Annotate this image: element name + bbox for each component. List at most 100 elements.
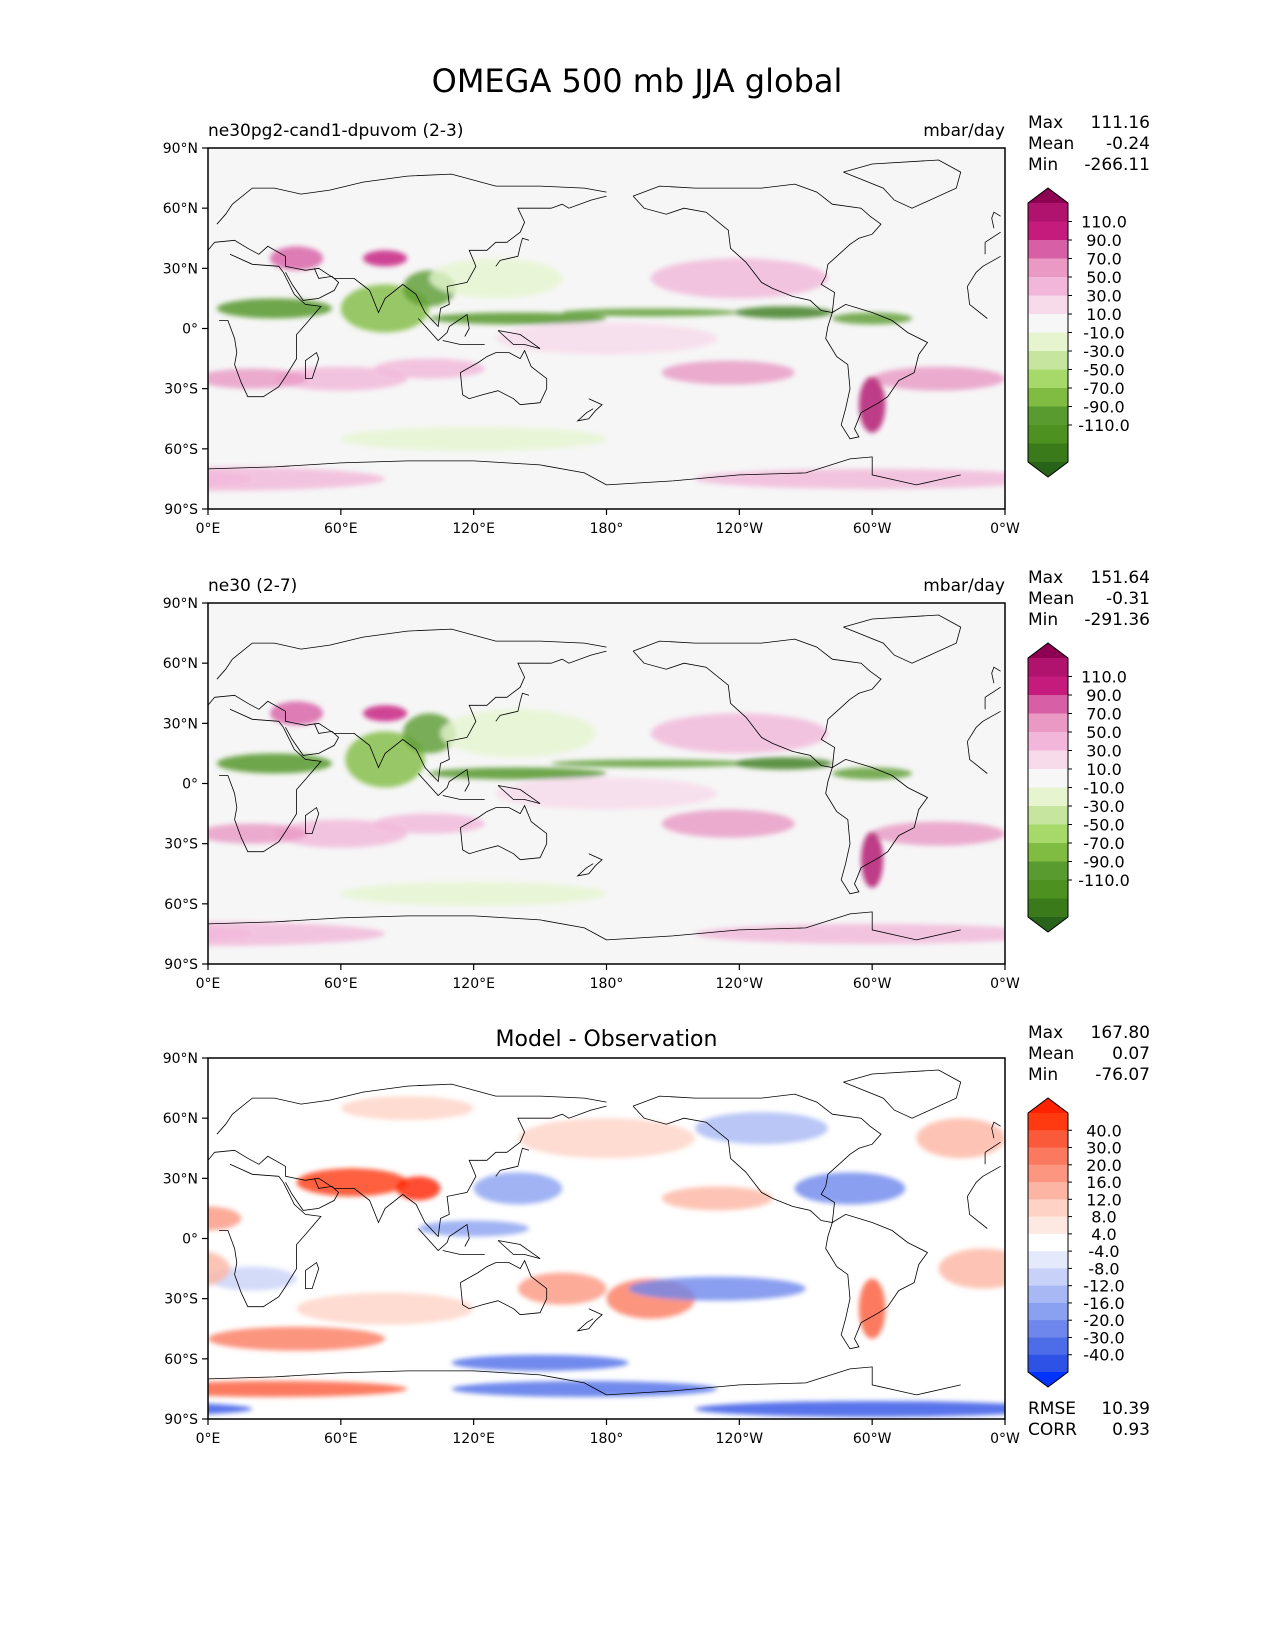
lon-tick-label: 120°E bbox=[452, 976, 495, 992]
panel-center-title: Model - Observation bbox=[496, 1027, 718, 1052]
colorbar-segment bbox=[1028, 769, 1068, 788]
contour-blob bbox=[495, 322, 718, 355]
lat-tick-label: 0° bbox=[182, 1232, 198, 1248]
colorbar-label: 90.0 bbox=[1086, 231, 1122, 250]
panel-units: mbar/day bbox=[923, 576, 1005, 596]
coastline bbox=[216, 173, 1001, 243]
colorbar-label: 16.0 bbox=[1086, 1173, 1122, 1192]
contour-blob bbox=[440, 709, 596, 758]
coastline bbox=[825, 303, 929, 440]
lon-tick-label: 0°E bbox=[196, 521, 221, 537]
colorbar-label: -70.0 bbox=[1083, 379, 1124, 398]
coastline bbox=[576, 1308, 603, 1332]
coastline bbox=[460, 349, 548, 406]
colorbar-label: -30.0 bbox=[1083, 1328, 1124, 1347]
contour-blob bbox=[296, 1168, 408, 1197]
footer-stat-value: 10.39 bbox=[1101, 1399, 1150, 1419]
colorbar-label: -90.0 bbox=[1083, 853, 1124, 872]
contour-blob bbox=[340, 426, 607, 451]
coastline bbox=[632, 1093, 882, 1223]
coastline bbox=[495, 237, 530, 267]
colorbar-extend-max bbox=[1028, 1098, 1068, 1113]
colorbar-label: -30.0 bbox=[1083, 342, 1124, 361]
lon-tick-label: 60°W bbox=[853, 1431, 892, 1447]
stat-label: Max bbox=[1028, 1023, 1063, 1043]
colorbar-label: 110.0 bbox=[1081, 213, 1127, 232]
colorbar: 110.090.070.050.030.010.0-10.0-30.0-50.0… bbox=[1027, 642, 1130, 933]
stat-label: Min bbox=[1028, 155, 1058, 175]
coastline bbox=[208, 650, 986, 783]
colorbar-label: 90.0 bbox=[1086, 686, 1122, 705]
contour-blob bbox=[872, 821, 1005, 846]
coastline bbox=[216, 628, 1001, 698]
panel-left-title: ne30pg2-cand1-dpuvom (2-3) bbox=[208, 121, 464, 141]
lon-tick-label: 120°W bbox=[716, 976, 764, 992]
colorbar-segment bbox=[1028, 314, 1068, 333]
stat-label: Max bbox=[1028, 568, 1063, 588]
colorbar-segment bbox=[1028, 1251, 1068, 1269]
contour-blob bbox=[216, 753, 332, 774]
lon-tick-label: 180° bbox=[590, 521, 624, 537]
colorbar-segment bbox=[1028, 658, 1068, 677]
lat-tick-label: 60°S bbox=[164, 442, 198, 458]
contour-blob bbox=[274, 366, 408, 391]
lat-tick-label: 60°S bbox=[164, 1352, 198, 1368]
contour-blob bbox=[495, 777, 718, 810]
contour-blob bbox=[451, 1354, 629, 1371]
lon-tick-label: 60°E bbox=[324, 1431, 358, 1447]
stat-label: Mean bbox=[1028, 134, 1074, 154]
colorbar-segment bbox=[1028, 1130, 1068, 1149]
coastline bbox=[991, 666, 1001, 684]
colorbar-segment bbox=[1028, 425, 1068, 444]
contour-blob bbox=[832, 767, 913, 780]
colorbar-segment bbox=[1028, 1302, 1068, 1321]
colorbar-label: 12.0 bbox=[1086, 1190, 1122, 1209]
contour-blob bbox=[861, 831, 884, 888]
colorbar-segment bbox=[1028, 1182, 1068, 1200]
contour-blob bbox=[832, 312, 913, 325]
coastline bbox=[460, 1259, 548, 1316]
panel-reference: 90°N 60°N 30°N 0° 30°S 60°S 90°S 0°E 60°E 120°E 18… bbox=[163, 568, 1150, 992]
colorbar-label: -110.0 bbox=[1078, 871, 1130, 890]
coastline bbox=[442, 340, 485, 345]
colorbar-label: 70.0 bbox=[1086, 250, 1122, 269]
contour-blob bbox=[374, 813, 485, 834]
lat-tick-label: 60°S bbox=[164, 897, 198, 913]
coastline bbox=[208, 195, 986, 328]
coastline bbox=[418, 313, 470, 342]
colorbar-outline bbox=[1027, 1097, 1069, 1388]
contour-blob bbox=[938, 1248, 1005, 1289]
lon-tick-label: 0°W bbox=[990, 521, 1020, 537]
lon-tick-label: 0°W bbox=[990, 1431, 1020, 1447]
lon-tick-label: 60°W bbox=[853, 976, 892, 992]
colorbar-label: 10.0 bbox=[1086, 305, 1122, 324]
contour-blob bbox=[551, 759, 751, 768]
coastline bbox=[418, 768, 470, 797]
coastline bbox=[460, 804, 548, 861]
contour-blob bbox=[216, 298, 332, 319]
colorbar-label: 30.0 bbox=[1086, 742, 1122, 761]
lat-tick-label: 30°S bbox=[164, 382, 198, 398]
coastline bbox=[208, 1105, 986, 1238]
contour-blob bbox=[858, 376, 886, 433]
stat-label: Mean bbox=[1028, 1044, 1074, 1064]
coastline bbox=[208, 460, 607, 486]
coastline bbox=[418, 1223, 470, 1252]
stat-value: 0.07 bbox=[1112, 1044, 1150, 1064]
colorbar-label: -20.0 bbox=[1083, 1311, 1124, 1330]
contour-blob bbox=[661, 809, 795, 838]
colorbar-segment bbox=[1028, 258, 1068, 278]
colorbar-label: -50.0 bbox=[1083, 361, 1124, 380]
lat-tick-label: 60°N bbox=[163, 656, 198, 672]
colorbar-label: 4.0 bbox=[1091, 1225, 1116, 1244]
colorbar-segment bbox=[1028, 221, 1068, 241]
colorbar-segment bbox=[1028, 787, 1068, 807]
coastline bbox=[495, 1147, 530, 1177]
colorbar-label: 50.0 bbox=[1086, 723, 1122, 742]
colorbar-segment bbox=[1028, 1233, 1068, 1252]
colorbar-label: -10.0 bbox=[1083, 779, 1124, 798]
colorbar-segment bbox=[1028, 732, 1068, 751]
colorbar-label: -40.0 bbox=[1083, 1346, 1124, 1365]
lon-tick-label: 0°E bbox=[196, 976, 221, 992]
colorbar-segment bbox=[1028, 351, 1068, 370]
